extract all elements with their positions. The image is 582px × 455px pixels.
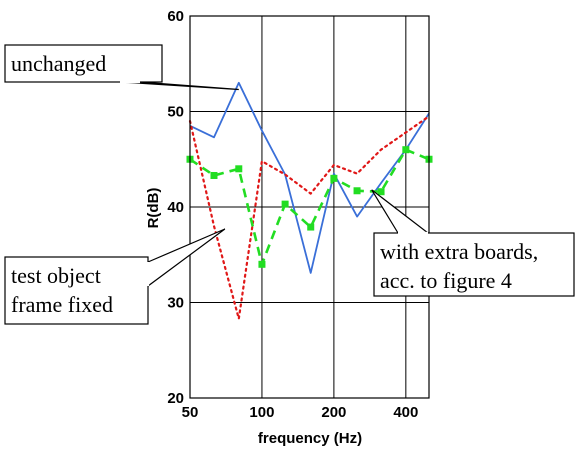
series-point [353,187,361,195]
callout-box [4,256,149,325]
x-axis-label: frequency (Hz) [258,430,362,447]
callout-unchanged: unchanged [4,44,239,91]
callout-text: frame fixed [11,292,113,317]
callout-box [373,232,575,297]
series-2 [188,115,431,320]
series-point [377,188,385,196]
series-point [210,171,218,179]
y-tick-label: 20 [167,390,184,407]
series-point [307,223,315,231]
callout-text: test object [11,263,101,288]
plot-border [189,15,430,399]
series-point [330,174,338,182]
callout-text: acc. to figure 4 [380,268,512,293]
callout-text: with extra boards, [380,239,538,264]
y-tick-label: 40 [167,199,184,216]
callout-box [4,44,163,83]
callout-test-object: test object frame fixed [4,228,226,325]
x-tick-label: 100 [249,404,274,421]
y-tick-label: 50 [167,104,184,121]
series-point [281,200,289,208]
series-line [188,115,431,320]
series-line [189,81,430,274]
x-tick-label: 400 [393,404,418,421]
series-point [402,146,410,154]
ticks: 50 100 200 400 20 30 40 50 60 [167,8,418,421]
callouts: unchanged test object frame fixed with extr… [4,44,575,325]
series-line [189,148,430,266]
callout-extra-boards: with extra boards, acc. to figure 4 [371,189,575,297]
series-point [235,165,243,173]
y-tick-label: 60 [167,8,184,25]
y-axis-label: R(dB) [145,188,162,229]
x-tick-label: 50 [182,404,199,421]
series-1 [189,81,430,274]
series-point [258,260,266,268]
callout-text: unchanged [11,51,106,76]
x-tick-label: 200 [321,404,346,421]
y-tick-label: 30 [167,295,184,312]
